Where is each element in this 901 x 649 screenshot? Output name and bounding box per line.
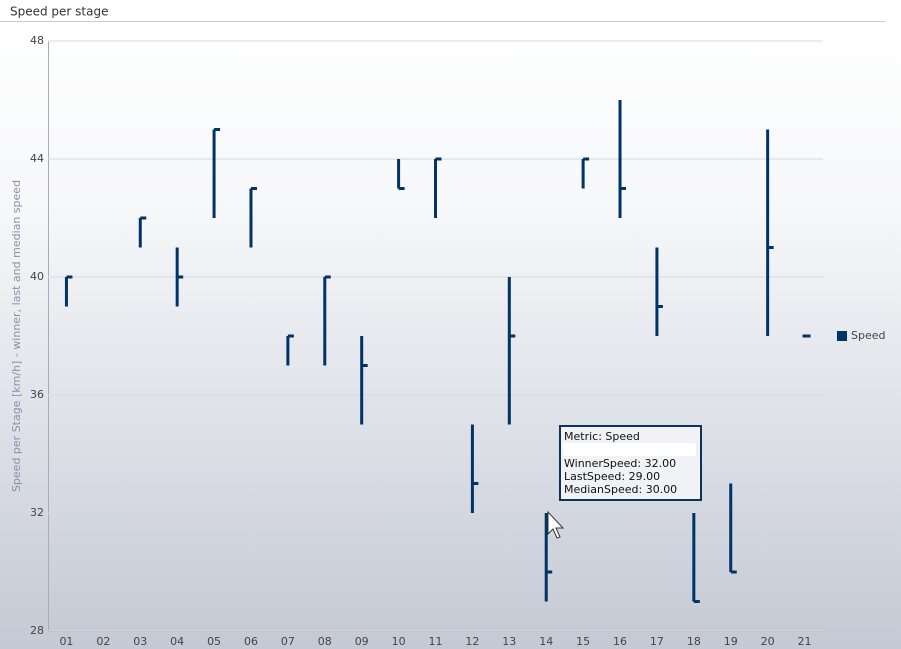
y-tick-label: 44 <box>30 152 44 165</box>
x-tick-label: 03 <box>133 635 147 648</box>
tooltip-box <box>559 425 702 501</box>
tooltip-title: Metric: Speed <box>564 430 640 443</box>
x-tick-label: 05 <box>207 635 221 648</box>
x-tick-label: 01 <box>59 635 73 648</box>
x-tick-label: 18 <box>687 635 701 648</box>
x-tick-label: 02 <box>96 635 110 648</box>
cursor <box>547 510 565 539</box>
tooltip-line: MedianSpeed: 30.00 <box>564 483 677 496</box>
plot <box>48 40 823 632</box>
x-tick-label: 20 <box>761 635 775 648</box>
x-tick-label: 13 <box>502 635 516 648</box>
tooltip-line: WinnerSpeed: 32.00 <box>564 457 676 470</box>
x-tick-label: 07 <box>281 635 295 648</box>
x-tick-label: 14 <box>539 635 553 648</box>
x-tick-label: 08 <box>318 635 332 648</box>
x-tick-label: 10 <box>392 635 406 648</box>
x-tick-label: 17 <box>650 635 664 648</box>
y-tick-label: 32 <box>30 506 44 519</box>
y-tick-label: 40 <box>30 270 44 283</box>
x-tick-label: 16 <box>613 635 627 648</box>
legend-swatch <box>837 331 847 341</box>
tooltip-line: LastSpeed: 29.00 <box>564 470 660 483</box>
x-tick-label: 21 <box>798 635 812 648</box>
x-tick-label: 11 <box>429 635 443 648</box>
y-tick-label: 28 <box>30 624 44 637</box>
legend-label: Speed <box>851 329 885 342</box>
chart-title: Speed per stage <box>10 5 109 19</box>
x-tick-label: 04 <box>170 635 184 648</box>
x-tick-label: 09 <box>355 635 369 648</box>
tooltip-bar <box>563 443 696 456</box>
x-tick-label: 19 <box>724 635 738 648</box>
x-tick-label: 12 <box>465 635 479 648</box>
x-tick-label: 06 <box>244 635 258 648</box>
y-tick-label: 48 <box>30 34 44 47</box>
y-tick-label: 36 <box>30 388 44 401</box>
y-axis-title: Speed per Stage [km/h] - winner, last an… <box>10 180 23 492</box>
header-bg <box>0 0 901 24</box>
background <box>0 24 901 649</box>
x-tick-label: 15 <box>576 635 590 648</box>
tooltip: Metric: Speed WinnerSpeed: 32.00 LastSpe… <box>559 425 702 501</box>
